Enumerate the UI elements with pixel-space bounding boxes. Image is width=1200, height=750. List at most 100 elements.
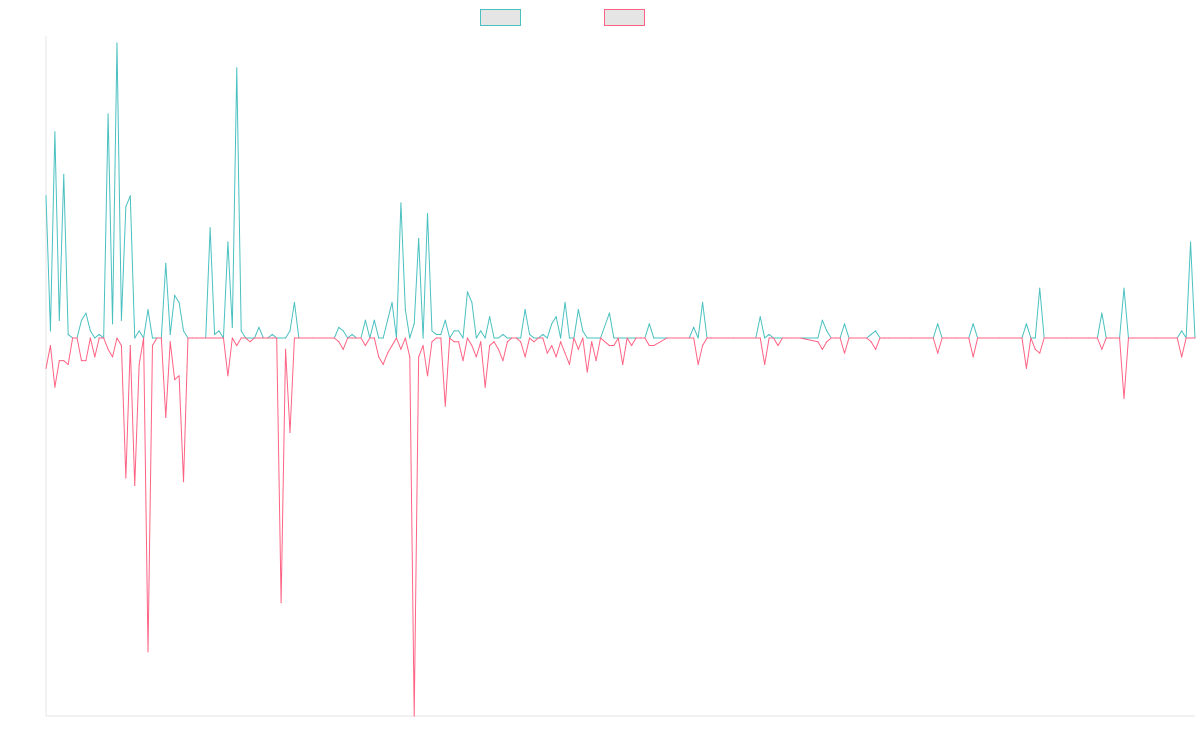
data-point xyxy=(338,326,340,328)
data-point xyxy=(457,330,460,332)
data-point xyxy=(1043,337,1045,339)
data-point xyxy=(293,337,296,339)
data-point xyxy=(449,337,451,339)
data-point xyxy=(209,227,211,229)
data-point xyxy=(932,337,934,339)
data-point xyxy=(768,337,770,339)
data-point xyxy=(1096,337,1098,339)
data-point xyxy=(826,330,828,332)
data-point xyxy=(1181,330,1183,332)
data-point xyxy=(462,360,464,362)
chart-axes xyxy=(45,36,1195,717)
data-point xyxy=(666,337,668,339)
data-point xyxy=(364,344,367,347)
data-point xyxy=(440,333,442,336)
data-point xyxy=(1189,241,1192,243)
data-point xyxy=(85,312,87,314)
data-point xyxy=(151,337,154,339)
data-point xyxy=(999,337,1001,339)
data-point xyxy=(1123,287,1125,289)
data-point xyxy=(431,330,433,332)
data-point xyxy=(972,323,974,325)
data-point xyxy=(546,352,548,354)
data-point xyxy=(874,348,877,350)
data-point xyxy=(80,360,83,362)
data-point xyxy=(817,337,819,339)
data-point xyxy=(360,337,362,339)
data-point xyxy=(693,326,695,328)
data-point xyxy=(191,337,193,339)
data-point xyxy=(613,337,615,339)
data-point xyxy=(710,337,713,339)
data-point xyxy=(506,341,508,343)
data-point xyxy=(768,333,770,336)
data-point xyxy=(165,416,167,418)
data-point xyxy=(409,337,411,339)
data-point xyxy=(205,337,207,339)
data-point xyxy=(218,330,220,332)
data-point xyxy=(591,337,593,339)
data-point xyxy=(954,337,957,339)
data-point xyxy=(626,337,628,339)
data-point xyxy=(134,337,136,339)
data-point xyxy=(386,352,389,354)
data-point xyxy=(67,363,69,366)
data-point xyxy=(347,337,349,339)
data-point xyxy=(342,348,344,350)
data-point xyxy=(1039,352,1041,354)
data-point xyxy=(821,348,823,350)
data-point xyxy=(630,337,633,339)
data-point xyxy=(213,337,216,339)
data-point xyxy=(537,337,540,339)
legend-swatch-2 xyxy=(604,9,645,26)
data-point xyxy=(453,330,455,332)
data-point xyxy=(484,337,486,339)
data-point xyxy=(236,344,238,347)
data-point xyxy=(280,337,282,339)
data-point xyxy=(462,337,464,339)
data-point xyxy=(1154,337,1156,339)
data-point xyxy=(648,344,650,347)
data-point xyxy=(391,301,393,304)
data-point xyxy=(457,341,460,343)
data-point xyxy=(1034,348,1036,350)
data-point xyxy=(147,651,149,653)
data-point xyxy=(1065,337,1067,339)
data-point xyxy=(515,337,517,339)
data-point xyxy=(835,337,837,339)
data-point xyxy=(843,323,846,325)
data-point xyxy=(89,330,91,332)
data-point xyxy=(143,337,145,339)
data-point xyxy=(1110,337,1112,339)
data-point xyxy=(568,363,571,366)
data-point xyxy=(422,344,424,347)
data-point xyxy=(364,319,367,321)
data-point xyxy=(466,337,469,339)
data-point xyxy=(333,337,335,339)
data-point xyxy=(293,301,296,304)
data-point xyxy=(608,312,611,314)
legend xyxy=(480,9,645,26)
data-point xyxy=(378,337,380,339)
data-point xyxy=(1034,337,1036,339)
data-point xyxy=(182,330,185,332)
data-point xyxy=(196,337,198,339)
data-point xyxy=(582,330,584,332)
series-line-2 xyxy=(45,337,1195,717)
data-point xyxy=(400,348,402,350)
data-point xyxy=(635,337,637,339)
data-point xyxy=(267,337,269,339)
data-point xyxy=(1021,337,1023,339)
data-point xyxy=(89,337,91,339)
data-point xyxy=(564,301,566,304)
data-point xyxy=(422,337,424,339)
data-point xyxy=(733,337,735,339)
data-point xyxy=(560,341,562,343)
data-point xyxy=(480,330,482,332)
data-point xyxy=(1118,337,1121,339)
data-point xyxy=(147,308,149,311)
data-point xyxy=(373,337,375,339)
data-point xyxy=(391,344,393,347)
data-point xyxy=(764,337,766,339)
data-point xyxy=(759,316,761,318)
